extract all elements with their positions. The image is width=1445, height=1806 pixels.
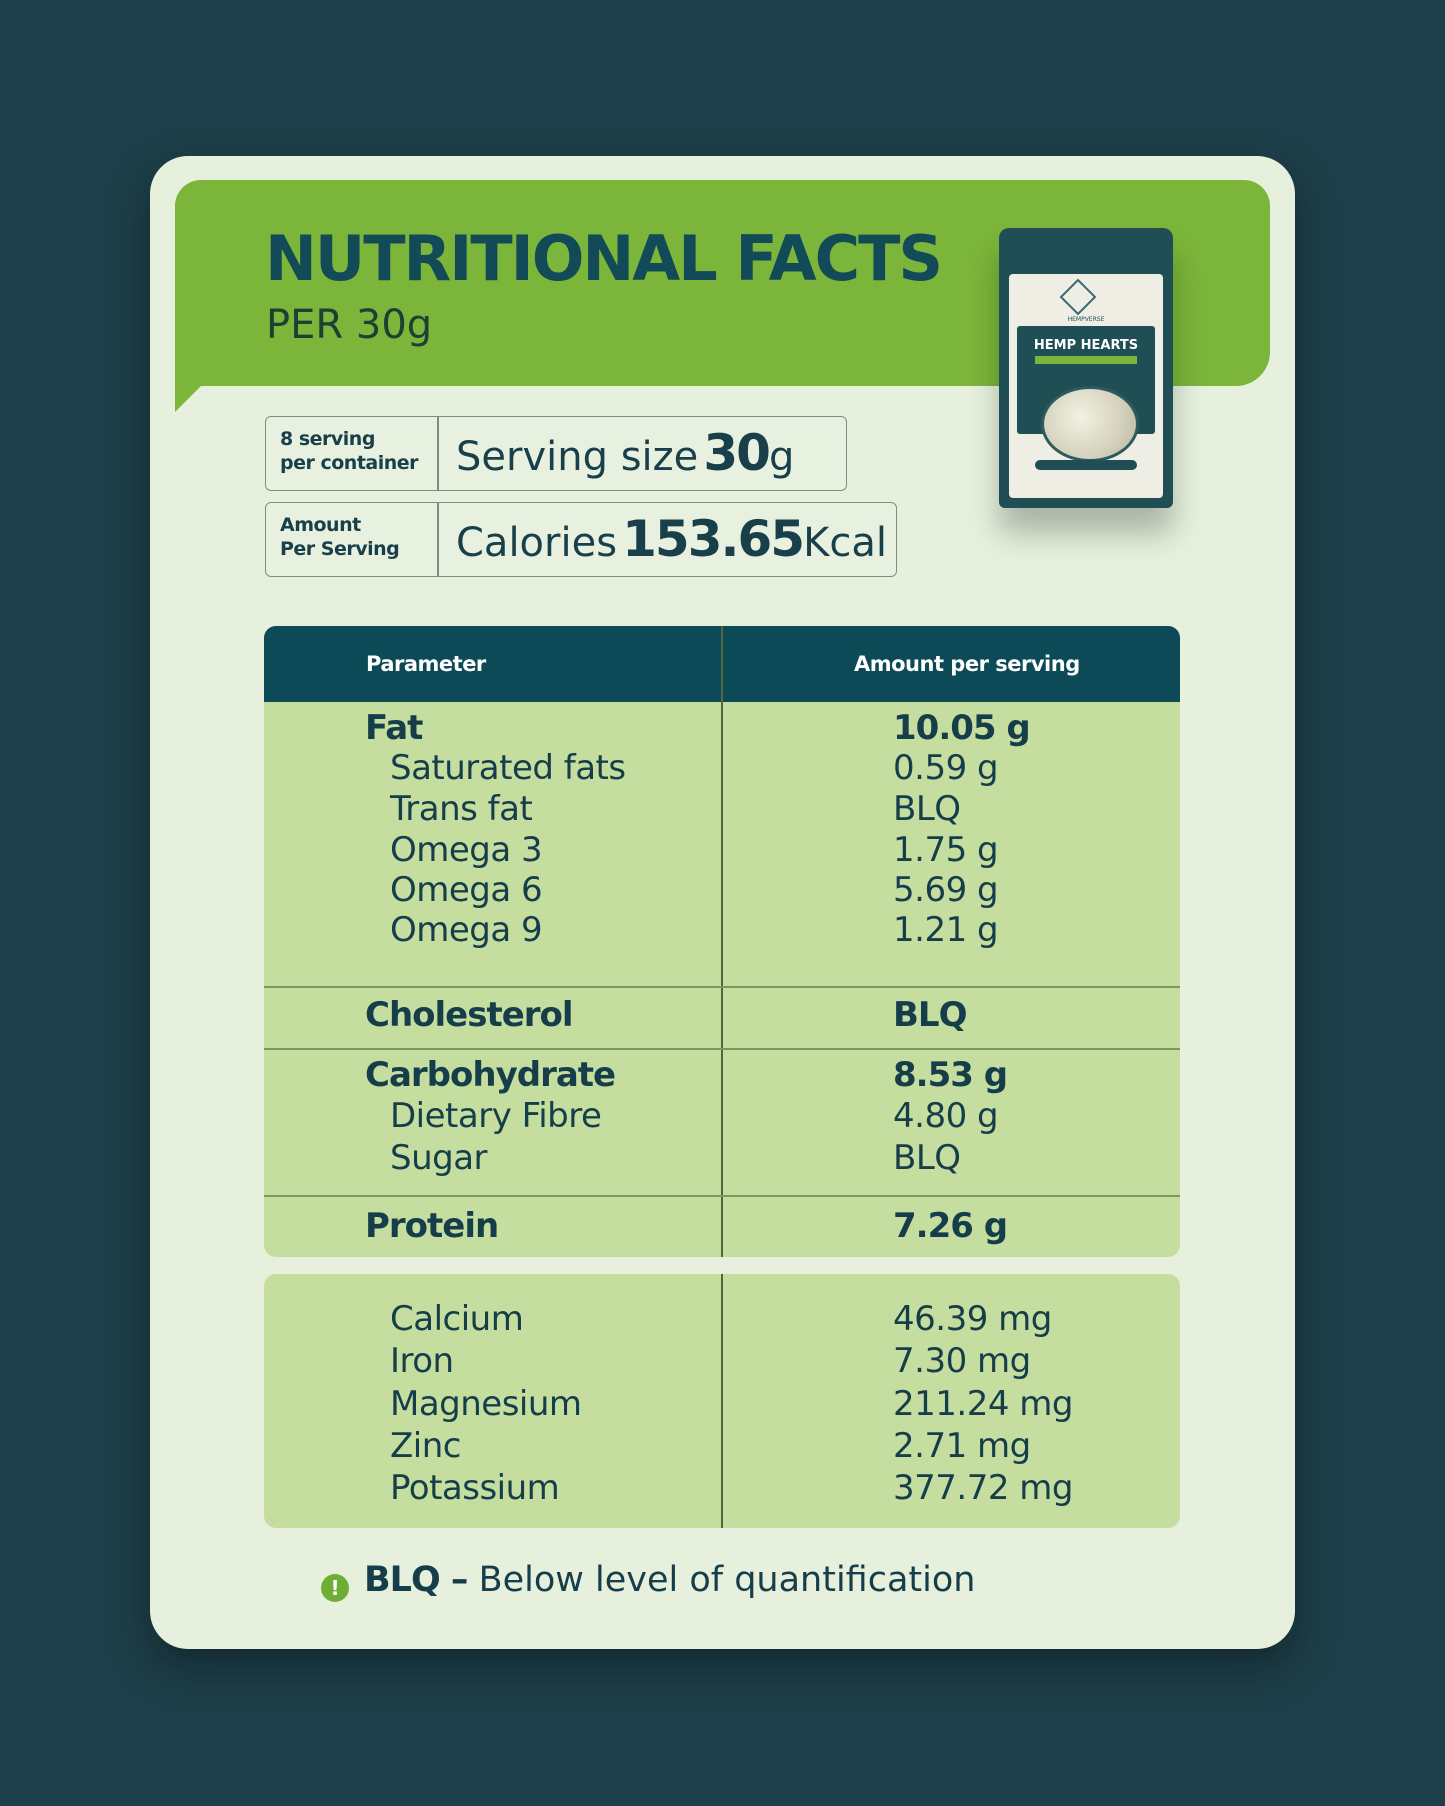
calories-number: 153.65	[622, 510, 805, 568]
package-ribbon	[1035, 460, 1137, 470]
hemp-seeds-image	[1041, 386, 1139, 462]
table-row-value: 0.59 g	[893, 748, 999, 788]
table-row-value: BLQ	[893, 1138, 961, 1178]
table-row-name: Dietary Fibre	[390, 1096, 602, 1136]
divider	[437, 417, 439, 490]
calories-value: Calories 153.65Kcal	[456, 510, 887, 568]
column-divider	[721, 626, 723, 1257]
page-subtitle: PER 30g	[266, 302, 433, 348]
amount-label-2: Per Serving	[280, 538, 400, 560]
row-divider	[264, 1048, 1180, 1050]
mineral-value: 46.39 mg	[893, 1299, 1052, 1339]
mineral-value: 377.72 mg	[893, 1468, 1073, 1508]
serving-size-text: Serving size	[456, 434, 699, 480]
table-row-name: Cholesterol	[365, 995, 574, 1035]
servings-label-1: 8 serving	[280, 428, 375, 450]
mineral-name: Iron	[390, 1341, 454, 1381]
table-row-name: Saturated fats	[390, 748, 626, 788]
footnote-term: BLQ –	[364, 1560, 468, 1600]
table-row-name: Sugar	[390, 1138, 488, 1178]
table-row-name: Trans fat	[390, 789, 533, 829]
table-row-value: 1.21 g	[893, 910, 999, 950]
table-row-value: BLQ	[893, 995, 967, 1035]
mineral-name: Magnesium	[390, 1384, 582, 1424]
serving-size-box: 8 serving per container Serving size 30g	[265, 416, 847, 491]
nutrition-table: Parameter Amount per serving Fat 10.05 g…	[264, 626, 1180, 1257]
mineral-value: 2.71 mg	[893, 1426, 1031, 1466]
nutrition-card: NUTRITIONAL FACTS PER 30g HEMPVERSE HEMP…	[150, 156, 1295, 1649]
package-strip	[1035, 356, 1137, 364]
serving-size-value: Serving size 30g	[456, 424, 794, 482]
table-row-name: Omega 6	[390, 870, 543, 910]
table-row-name: Fat	[365, 708, 423, 748]
calories-box: Amount Per Serving Calories 153.65Kcal	[265, 502, 897, 577]
footnote-definition: Below level of quantification	[478, 1560, 976, 1600]
row-divider	[264, 1195, 1180, 1197]
mineral-name: Calcium	[390, 1299, 524, 1339]
calories-unit: Kcal	[803, 520, 887, 566]
amount-label-1: Amount	[280, 514, 361, 536]
table-row-value: 8.53 g	[893, 1055, 1008, 1095]
banner-tail	[175, 382, 205, 412]
mineral-value: 7.30 mg	[893, 1341, 1031, 1381]
column-header-amount: Amount per serving	[854, 652, 1080, 676]
table-row-value: 7.26 g	[893, 1206, 1008, 1246]
servings-label-2: per container	[280, 452, 419, 474]
table-row-name: Protein	[365, 1206, 499, 1246]
table-row-name: Omega 3	[390, 830, 543, 870]
column-divider	[721, 1274, 723, 1528]
page-title: NUTRITIONAL FACTS	[265, 222, 943, 295]
table-row-name: Omega 9	[390, 910, 543, 950]
table-row-name: Carbohydrate	[365, 1055, 616, 1095]
serving-size-number: 30	[703, 424, 771, 482]
column-header-parameter: Parameter	[366, 652, 486, 676]
package-brand: HEMPVERSE	[1067, 316, 1105, 323]
footnote: BLQ – Below level of quantification	[364, 1560, 975, 1600]
mineral-name: Potassium	[390, 1468, 560, 1508]
row-divider	[264, 986, 1180, 988]
table-row-value: 1.75 g	[893, 830, 999, 870]
divider	[437, 503, 439, 576]
exclamation-icon: !	[321, 1574, 349, 1602]
serving-size-unit: g	[768, 434, 795, 480]
mineral-value: 211.24 mg	[893, 1384, 1073, 1424]
table-row-value: 10.05 g	[893, 708, 1031, 748]
product-package-image: HEMPVERSE HEMP HEARTS	[999, 228, 1173, 508]
mineral-name: Zinc	[390, 1426, 461, 1466]
calories-text: Calories	[456, 520, 618, 566]
table-row-value: 4.80 g	[893, 1096, 999, 1136]
minerals-table: Calcium 46.39 mg Iron 7.30 mg Magnesium …	[264, 1274, 1180, 1528]
package-product-name: HEMP HEARTS	[1033, 338, 1139, 353]
table-row-value: 5.69 g	[893, 870, 999, 910]
table-row-value: BLQ	[893, 789, 961, 829]
